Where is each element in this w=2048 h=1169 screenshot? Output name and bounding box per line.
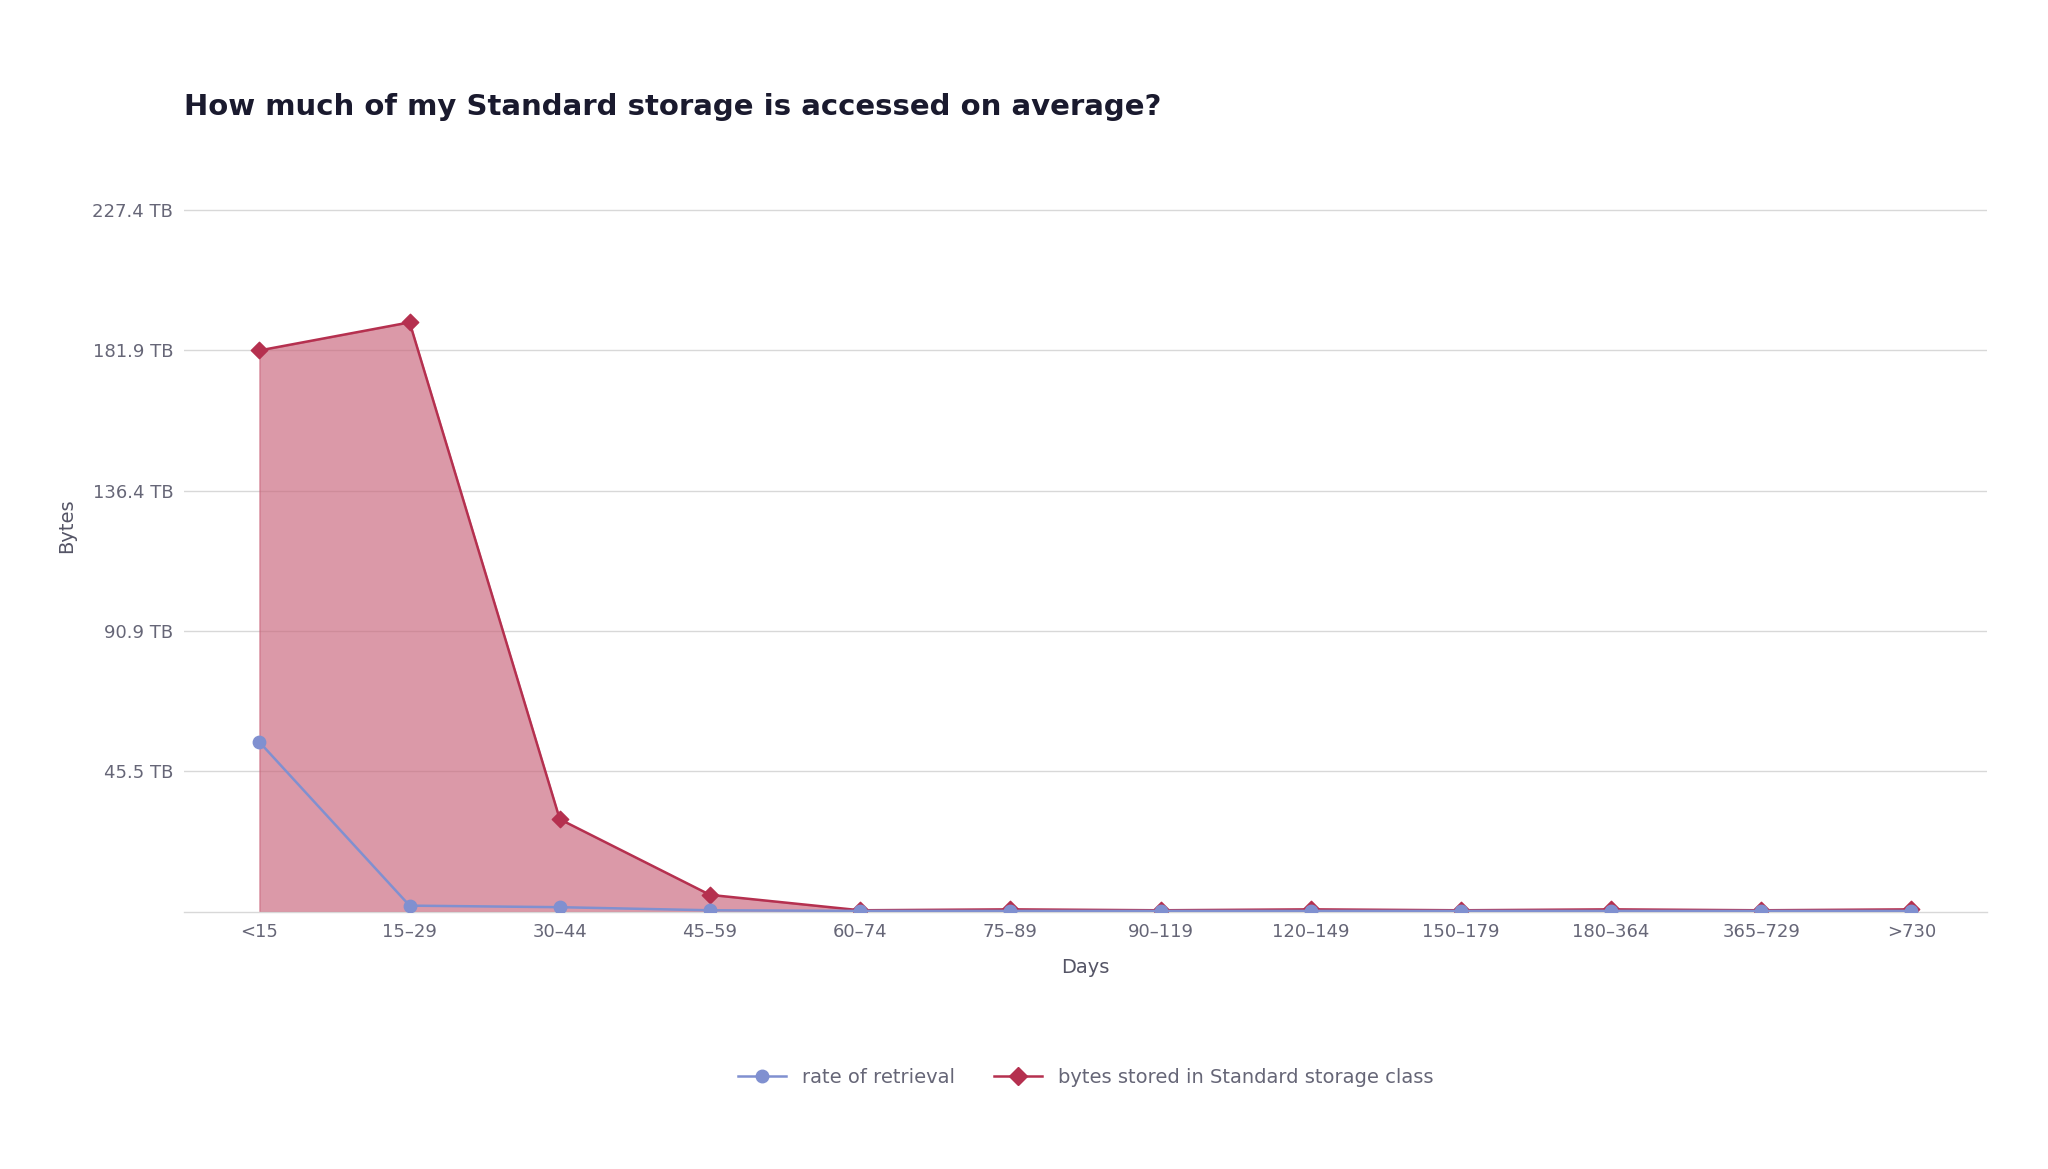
Point <box>694 901 727 920</box>
Point <box>1894 901 1927 920</box>
Point <box>393 313 426 332</box>
Point <box>1894 900 1927 919</box>
Point <box>1294 900 1327 919</box>
Text: How much of my Standard storage is accessed on average?: How much of my Standard storage is acces… <box>184 94 1161 122</box>
Point <box>393 897 426 915</box>
Point <box>1145 901 1178 920</box>
Point <box>844 901 877 920</box>
Point <box>1595 901 1628 920</box>
Point <box>543 898 575 916</box>
Point <box>1745 901 1778 920</box>
Y-axis label: Bytes: Bytes <box>57 499 76 553</box>
Point <box>244 341 276 360</box>
Point <box>1145 901 1178 920</box>
Point <box>993 900 1026 919</box>
X-axis label: Days: Days <box>1061 957 1110 976</box>
Point <box>1745 901 1778 920</box>
Point <box>1444 901 1477 920</box>
Point <box>844 901 877 920</box>
Point <box>1294 901 1327 920</box>
Point <box>543 810 575 829</box>
Legend: rate of retrieval, bytes stored in Standard storage class: rate of retrieval, bytes stored in Stand… <box>729 1060 1442 1095</box>
Point <box>1444 901 1477 920</box>
Point <box>244 733 276 752</box>
Point <box>694 885 727 904</box>
Point <box>993 901 1026 920</box>
Point <box>1595 900 1628 919</box>
